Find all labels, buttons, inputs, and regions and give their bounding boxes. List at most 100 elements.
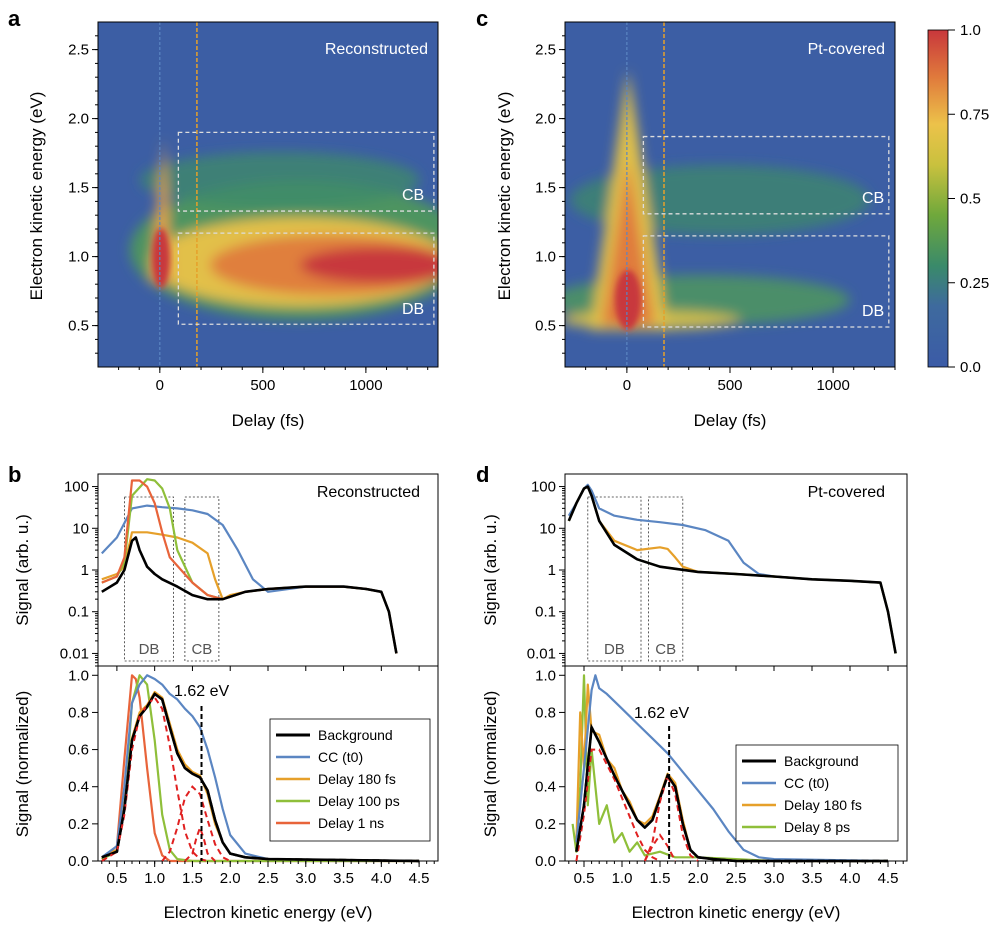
chart-d-bottom-ylabel: Signal (normalized): [481, 691, 500, 837]
chart-b-xtick-label: 2.0: [220, 870, 241, 887]
chart-d-ticks: 100 10 1 0.1 0.01 1.0 0.8 0.6 0.4 0.2 0.0 0.5 1.0 1.5…: [527, 479, 904, 887]
heatmap-a-ytick-label: 1.5: [68, 180, 89, 197]
chart-b-xtick-label: 1.5: [182, 870, 203, 887]
heatmap-a-ylabel: Electron kinetic energy (eV): [27, 92, 46, 301]
legend-label-delay8ps: Delay 8 ps: [784, 819, 850, 835]
colorbar-tick-label: 0.75: [960, 106, 989, 123]
chart-b-bottom-ytick-label: 0.0: [68, 853, 89, 870]
heatmap-a-ticks: 0 500 1000 0.5 1.0 1.5 2.0 2.5: [68, 35, 429, 394]
chart-b-region-db: [124, 496, 174, 662]
legend-label-cc: CC (t0): [784, 775, 829, 791]
legend-label-cc: CC (t0): [318, 749, 363, 765]
chart-d-region-label: CB: [655, 641, 676, 658]
chart-d-legend: Background CC (t0) Delay 180 fs Delay 8 ps: [735, 744, 899, 842]
chart-d-xtick-label: 4.0: [840, 870, 861, 887]
colorbar: 1.0 0.75 0.5 0.25 0.0: [927, 22, 989, 376]
chart-b-region-label: CB: [191, 641, 212, 658]
chart-d-top-ytick-label: 0.1: [535, 604, 556, 621]
colorbar-gradient: [927, 29, 949, 368]
chart-b-region-label: DB: [139, 641, 160, 658]
chart-b-xtick-label: 4.0: [371, 870, 392, 887]
chart-b-fit-component: [184, 824, 216, 862]
chart-b-xtick-label: 2.5: [258, 870, 279, 887]
colorbar-tick-label: 0.0: [960, 359, 981, 376]
chart-d-xtick-label: 4.5: [878, 870, 899, 887]
heatmap-a-xlabel: Delay (fs): [232, 411, 305, 430]
chart-d-region-cb: [648, 496, 684, 662]
chart-b-fit-component: [161, 785, 231, 862]
panel-letter-d: d: [476, 462, 489, 487]
chart-b-bottom-ytick-label: 0.4: [68, 779, 89, 796]
heatmap-c-ytick-label: 0.5: [535, 318, 556, 335]
chart-d: DB CB 100 10 1 0.1 0.01 1.0 0.8 0.6 0.4 0.2 0.0 0.5 1…: [481, 473, 908, 922]
chart-b-bottom-ytick-label: 0.8: [68, 704, 89, 721]
chart-d-top-ytick-label: 10: [539, 520, 556, 537]
chart-d-xtick-label: 0.5: [574, 870, 595, 887]
chart-b-top-series-background: [101, 536, 398, 654]
chart-b-top-regions: DB CB: [124, 496, 220, 662]
chart-b-fit-total: [101, 692, 420, 863]
heatmap-a-xtick-label: 0: [156, 377, 164, 394]
heatmap-c-t0-core: [615, 270, 641, 330]
chart-b-bottom-ytick-label: 0.2: [68, 816, 89, 833]
chart-b-top-series: [101, 478, 398, 654]
heatmap-a-green-upper: [140, 152, 420, 208]
colorbar-tick-label: 1.0: [960, 22, 981, 39]
heatmap-a-region-cb: [177, 131, 435, 212]
chart-d-top-regions: DB CB: [587, 496, 684, 662]
chart-d-bottom-series-cc: [575, 674, 889, 863]
chart-d-bottom-series: [571, 674, 889, 863]
heatmap-c-ylabel: Electron kinetic energy (eV): [495, 92, 514, 301]
chart-d-top-ytick-label: 100: [531, 479, 556, 496]
chart-d-region-label: DB: [604, 641, 625, 658]
chart-d-top-ytick-label: 0.01: [527, 645, 556, 662]
chart-b-top-ytick-label: 100: [64, 479, 89, 496]
chart-b-bottom-ytick-label: 1.0: [68, 667, 89, 684]
legend-label-background: Background: [784, 753, 859, 769]
chart-b-bottom-series-cc: [101, 674, 420, 863]
heatmap-a: CB DB Reconstructed 0 500 1000 0.5 1.0 1.5 2.0…: [27, 21, 439, 430]
chart-d-fit-component: [575, 748, 661, 862]
heatmap-a-region-db-label: DB: [402, 301, 424, 318]
chart-d-top-series: [567, 483, 897, 654]
chart-d-fit-component: [643, 833, 677, 862]
chart-d-xtick-label: 1.0: [612, 870, 633, 887]
chart-b-xtick-label: 4.5: [409, 870, 430, 887]
heatmap-c-region-db: [642, 235, 890, 328]
heatmap-c-ticks: 0 500 1000 0.5 1.0 1.5 2.0 2.5: [535, 35, 896, 394]
panel-letter-c: c: [476, 6, 488, 31]
chart-b-annotation: 1.62 eV: [174, 683, 229, 700]
chart-d-bottom-ytick-label: 0.2: [535, 816, 556, 833]
chart-d-annotation: 1.62 eV: [634, 705, 689, 722]
chart-d-bottom-ytick-label: 0.0: [535, 853, 556, 870]
chart-d-bottom-ytick-label: 0.4: [535, 779, 556, 796]
heatmap-a-inset-label: Reconstructed: [325, 41, 428, 58]
chart-b-bottom-series-delay1ns: [101, 674, 420, 863]
heatmap-a-frame: [97, 21, 439, 368]
heatmap-a-region-db: [177, 232, 435, 325]
chart-d-top-ytick-label: 1: [548, 562, 556, 579]
heatmap-c-xtick-label: 1000: [816, 377, 849, 394]
chart-b-xtick-label: 1.0: [144, 870, 165, 887]
heatmap-a-region-cb-label: CB: [402, 187, 424, 204]
heatmap-c: CB DB Pt-covered 0 500 1000 0.5 1.0 1.5 2.0 2.5…: [495, 21, 896, 430]
chart-b-fit-component: [101, 696, 208, 862]
heatmap-c-region-cb: [642, 135, 890, 215]
colorbar-ticks: 1.0 0.75 0.5 0.25 0.0: [948, 22, 989, 376]
chart-d-bottom-ytick-label: 0.6: [535, 742, 556, 759]
chart-b-bottom-series: [101, 674, 420, 863]
heatmap-c-ytick-label: 2.5: [535, 42, 556, 59]
heatmap-c-ytick-label: 1.5: [535, 180, 556, 197]
heatmap-a-ytick-label: 1.0: [68, 249, 89, 266]
chart-b-region-cb: [184, 496, 220, 662]
heatmap-c-xlabel: Delay (fs): [694, 411, 767, 430]
legend-label-delay180: Delay 180 fs: [318, 771, 396, 787]
colorbar-tick-label: 0.25: [960, 275, 989, 292]
heatmap-c-xtick-label: 500: [717, 377, 742, 394]
chart-b-xtick-label: 3.5: [333, 870, 354, 887]
chart-b-top-ytick-label: 1: [81, 562, 89, 579]
chart-d-top-ylabel: Signal (arb. u.): [481, 514, 500, 626]
chart-d-bottom-ytick-label: 0.8: [535, 704, 556, 721]
chart-d-top-frame: [564, 473, 908, 667]
